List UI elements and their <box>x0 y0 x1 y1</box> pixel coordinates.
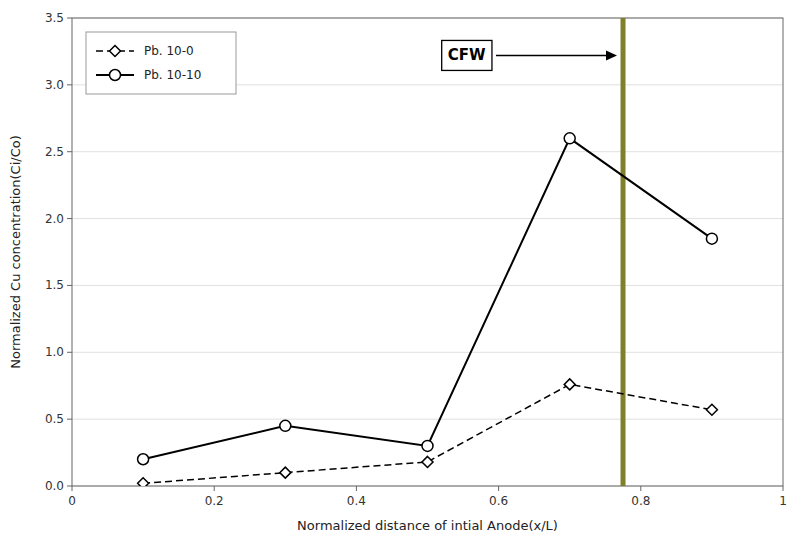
grid-line <box>72 352 783 353</box>
x-axis-label: Normalized distance of intial Anode(x/L) <box>297 518 558 533</box>
x-tick <box>783 486 784 491</box>
y-tick <box>67 18 72 19</box>
y-axis: 0.0 0.5 1.0 1.5 2.0 2.5 3.0 3.5 <box>45 11 72 493</box>
x-tick <box>356 486 357 491</box>
y-tick-label: 3.5 <box>45 11 64 25</box>
grid-line <box>72 285 783 286</box>
y-tick <box>67 285 72 286</box>
x-tick <box>640 486 641 491</box>
x-tick-label: 1 <box>779 494 787 508</box>
y-tick-label: 2.0 <box>45 212 64 226</box>
y-tick <box>67 218 72 219</box>
legend-marker <box>110 46 121 57</box>
y-tick <box>67 419 72 420</box>
y-tick-label: 0.0 <box>45 479 64 493</box>
data-point <box>422 440 433 451</box>
data-point <box>138 478 149 486</box>
y-tick-label: 2.5 <box>45 145 64 159</box>
annotation-text: CFW <box>448 46 486 64</box>
y-tick <box>67 84 72 85</box>
series-line <box>143 138 712 459</box>
annotation-arrowhead <box>606 50 617 60</box>
data-point <box>280 420 291 431</box>
data-point <box>706 404 717 415</box>
y-tick <box>67 486 72 487</box>
y-tick-label: 0.5 <box>45 412 64 426</box>
background <box>0 0 805 544</box>
x-tick-label: 0.2 <box>205 494 224 508</box>
annotation-box <box>442 40 492 70</box>
series <box>138 379 718 486</box>
y-tick-label: 1.5 <box>45 278 64 292</box>
data-point <box>564 133 575 144</box>
data-point <box>280 467 291 478</box>
legend-marker <box>110 70 121 81</box>
legend-box <box>86 32 236 94</box>
grid-line <box>72 151 783 152</box>
grid <box>72 18 783 486</box>
legend-label: Pb. 10-10 <box>144 68 201 82</box>
annotations: CFW <box>442 40 617 70</box>
y-tick <box>67 352 72 353</box>
series-line <box>143 384 712 483</box>
data-point <box>564 379 575 390</box>
legend: Pb. 10-0 Pb. 10-10 <box>86 32 236 94</box>
x-tick-label: 0.4 <box>347 494 366 508</box>
y-tick-label: 3.0 <box>45 78 64 92</box>
grid-line <box>72 218 783 219</box>
reference-line <box>621 18 626 486</box>
x-tick-label: 0.8 <box>631 494 650 508</box>
series <box>138 133 718 465</box>
x-axis: 0 0.2 0.4 0.6 0.8 1 <box>68 486 787 508</box>
x-tick-label: 0 <box>68 494 76 508</box>
x-tick <box>72 486 73 491</box>
grid-line <box>72 419 783 420</box>
y-tick-label: 1.0 <box>45 345 64 359</box>
x-tick <box>214 486 215 491</box>
data-point <box>422 456 433 467</box>
legend-label: Pb. 10-0 <box>144 44 194 58</box>
y-axis-label: Normalized Cu concentration(Ci/Co) <box>8 135 23 369</box>
chart: 0 0.2 0.4 0.6 0.8 1 0.0 0.5 1.0 1.5 2.0 2.5 3.0 3.5 No… <box>0 0 805 544</box>
x-tick <box>498 486 499 491</box>
y-tick <box>67 151 72 152</box>
plot-frame <box>72 18 783 486</box>
data-point <box>706 233 717 244</box>
x-tick-label: 0.6 <box>489 494 508 508</box>
data-point <box>138 454 149 465</box>
annotation-arrow <box>496 55 608 57</box>
